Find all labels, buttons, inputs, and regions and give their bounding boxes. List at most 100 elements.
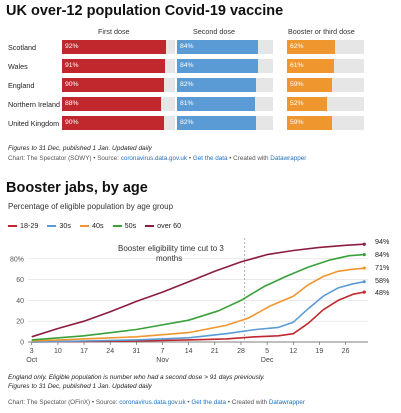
series-end-label: 94% [375,237,390,246]
source-sep: • [185,399,192,406]
x-tick-label: 17 [80,348,88,355]
series-end-label: 84% [375,250,390,259]
x-tick-label: 10 [54,348,62,355]
bar-value-label: 91% [65,62,79,69]
datawrapper-link[interactable]: Datawrapper [268,399,305,406]
bar-track: 62% [287,40,364,54]
row-label: United Kingdom [8,119,60,128]
series-line [31,253,365,341]
booster-note-line: Figures to 31 Dec, published 1 Jan. Upda… [8,382,152,390]
x-tick-label: 14 [185,348,193,355]
bar-track: 52% [287,97,364,111]
bar-track: 82% [177,78,273,92]
bar-track: 61% [287,59,364,73]
source-sep: • Created with [226,399,269,406]
legend-item: over 60 [145,221,181,230]
get-the-data-link[interactable]: Get the data [191,399,227,406]
bar-fill: 59% [287,78,333,92]
bar-track: 59% [287,116,364,130]
bar-fill: 84% [177,40,258,54]
bar-track: 82% [177,116,273,130]
bar-value-label: 90% [65,81,79,88]
legend-swatch [145,224,155,227]
bar-value-label: 82% [180,119,194,126]
legend-label: 40s [91,221,104,230]
bar-track: 81% [177,97,273,111]
bar-fill: 91% [62,59,165,73]
legend-swatch [47,224,57,227]
x-tick-label: 28 [237,348,245,355]
legend-item: 50s [112,221,136,230]
bar-track: 90% [62,116,175,130]
bar-fill: 82% [177,78,256,92]
bar-value-label: 90% [65,119,79,126]
bar-value-label: 81% [180,100,194,107]
series-end-label: 58% [375,276,390,285]
x-month-label: Nov [156,357,169,364]
series-endpoint [362,266,366,270]
header-first-dose: First dose [98,27,130,36]
bar-fill: 82% [177,116,256,130]
source-prefix: Chart: The Spectator (OFinX) • Source: [8,399,120,406]
booster-chart-title: Booster jabs, by age [6,180,148,196]
bar-fill: 59% [287,116,333,130]
source-sep: • Created with [227,155,271,162]
source-prefix: Chart: The Spectator (SOWY) • Source: [8,155,121,162]
legend-swatch [8,224,17,227]
row-label: Scotland [8,43,36,52]
bar-track: 84% [177,59,273,73]
series-end-label: 71% [375,263,390,272]
get-the-data-link[interactable]: Get the data [192,155,228,162]
header-booster-dose: Booster or third dose [288,27,355,36]
legend-swatch [79,224,89,227]
x-month-label: Dec [261,357,274,364]
row-label: England [8,81,35,90]
source-link-data-gov[interactable]: coronavirus.data.gov.uk [119,399,186,406]
datawrapper-link[interactable]: Datawrapper [270,155,307,162]
legend-label: 30s [59,221,71,230]
bar-value-label: 84% [180,62,194,69]
bar-fill: 88% [62,97,162,111]
series-line [31,243,365,338]
booster-source: Chart: The Spectator (OFinX) • Source: c… [8,399,305,406]
row-label: Wales [8,62,28,71]
bar-fill: 52% [287,97,328,111]
x-month-label: Oct [26,357,37,364]
bar-fill: 84% [177,59,258,73]
source-sep: • [187,155,193,162]
series-endpoint [362,253,366,257]
y-tick-label: 40 [16,298,24,305]
bar-track: 59% [287,78,364,92]
bar-value-label: 84% [180,43,194,50]
header-second-dose: Second dose [193,27,235,36]
x-tick-label: 3 [30,348,34,355]
bar-track: 88% [62,97,175,111]
x-tick-label: 24 [106,348,114,355]
y-tick-label: 80% [10,256,24,263]
bar-fill: 61% [287,59,334,73]
x-tick-label: 5 [265,348,269,355]
source-link-data-gov[interactable]: coronavirus.data.gov.uk [120,155,188,162]
bar-value-label: 62% [290,43,304,50]
annotation-text: months [156,254,182,263]
booster-note: England only. Eligible population is num… [8,374,398,391]
bar-fill: 90% [62,116,164,130]
bar-track: 90% [62,78,175,92]
legend-item: 40s [79,221,104,230]
bar-value-label: 92% [65,43,79,50]
bar-fill: 81% [177,97,255,111]
bar-value-label: 61% [290,62,304,69]
bar-value-label: 59% [290,81,304,88]
row-label: Northern Ireland [8,100,60,109]
x-tick-label: 7 [161,348,165,355]
y-tick-label: 20 [16,319,24,326]
chart-legend: 18-29 30s 40s 50s over 60 [8,221,181,230]
legend-item: 18-29 [8,221,38,230]
series-line [31,291,365,343]
series-end-label: 48% [375,288,390,297]
bar-value-label: 59% [290,119,304,126]
bar-fill: 62% [287,40,335,54]
series-endpoint [362,290,366,294]
bar-track: 84% [177,40,273,54]
legend-swatch [112,224,122,227]
